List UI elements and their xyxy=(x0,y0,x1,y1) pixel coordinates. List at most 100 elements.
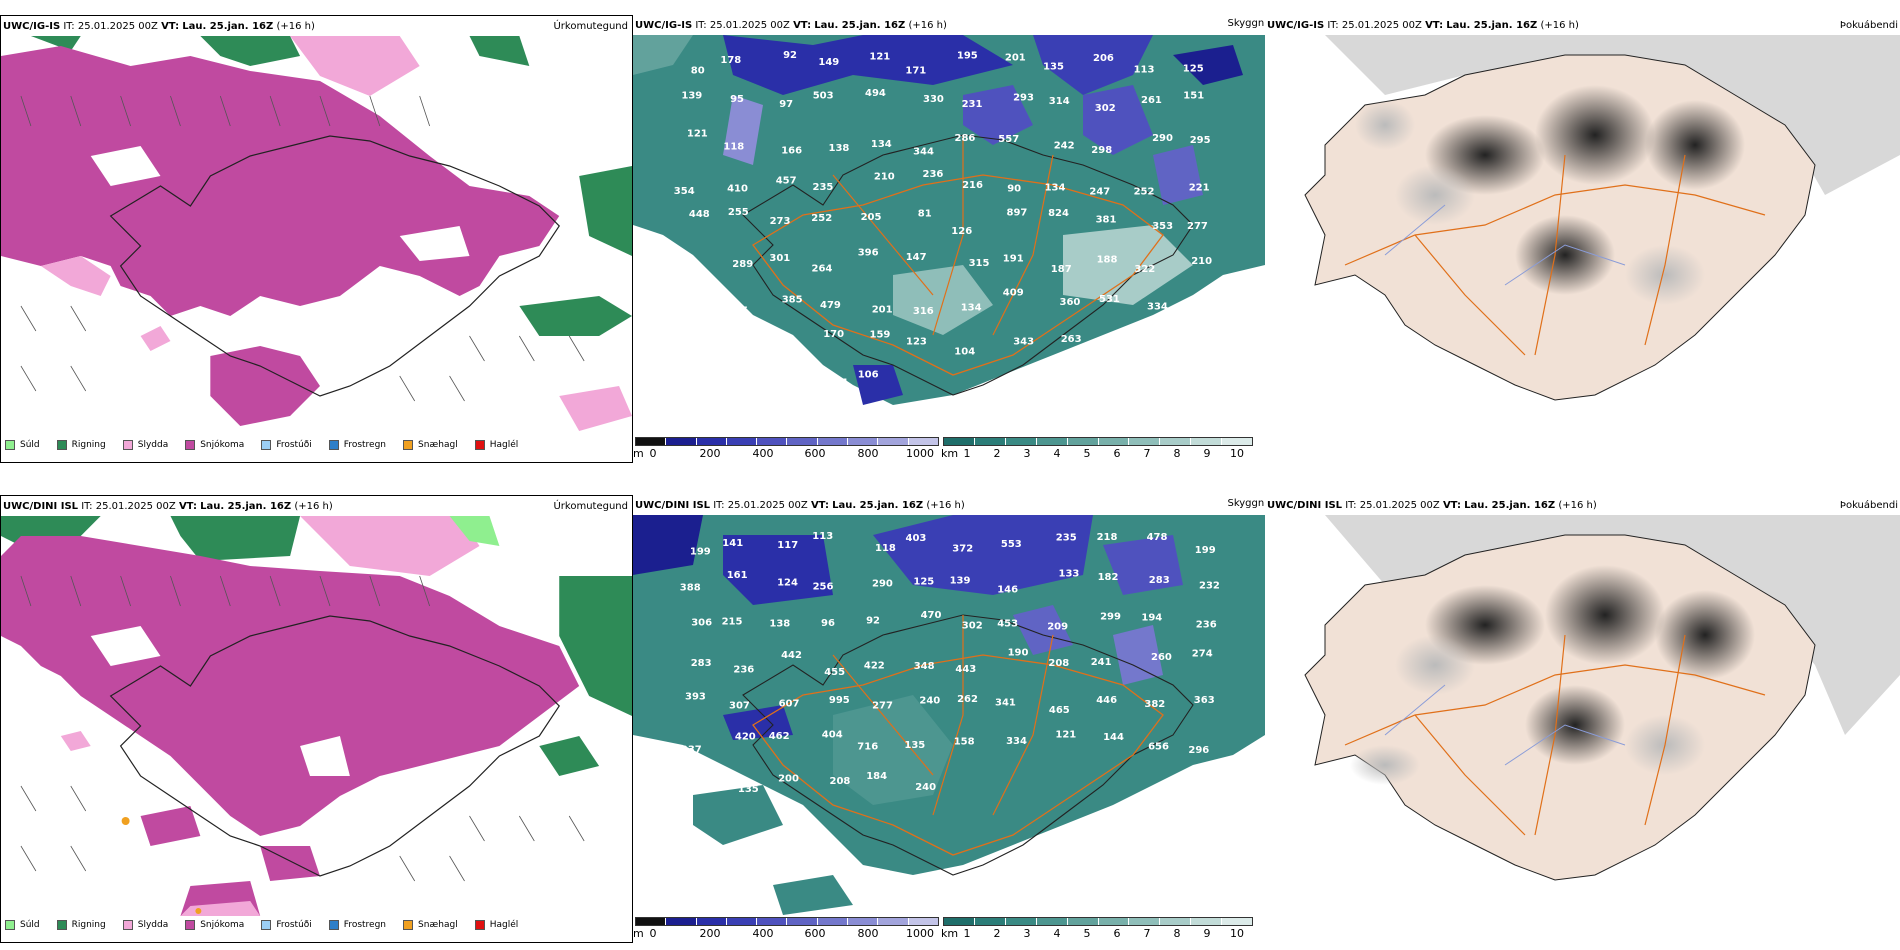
top-precip-panel: UWC/IG-IS IT: 25.01.2025 00Z VT: Lau. 25… xyxy=(0,15,633,463)
cloud-base-label: 255 xyxy=(728,207,749,218)
colorbar-tick: 9 xyxy=(1203,927,1211,940)
colorbar-tick-labels: 0 200 400 600 800 1000 xyxy=(635,447,939,461)
cloud-base-label: 81 xyxy=(918,209,932,220)
cloud-base-label: 190 xyxy=(684,374,705,385)
colorbar-tick: 0 xyxy=(649,447,657,460)
legend-item: Súld xyxy=(5,920,40,930)
model-name: UWC/IG-IS xyxy=(1267,20,1325,31)
vt-value: Lau. 25.jan. 16Z xyxy=(814,20,906,31)
visibility-colorbar: km 1 2 3 4 5 6 7 8 9 10 xyxy=(941,437,1253,460)
colorbar-cell xyxy=(878,918,909,925)
cloud-base-label: 716 xyxy=(857,742,878,753)
cloud-base-label: 656 xyxy=(1148,741,1169,752)
cloud-base-label: 256 xyxy=(813,581,834,592)
colorbar-tick: 8 xyxy=(1173,447,1181,460)
colorbar-cell xyxy=(787,438,818,445)
cloud-base-label: 293 xyxy=(1013,93,1034,104)
cloud-base-label: 341 xyxy=(995,698,1016,709)
cloud-base-label: 302 xyxy=(962,620,983,631)
cloud-base-label: 396 xyxy=(858,247,879,258)
colorbar-cell xyxy=(1067,918,1099,925)
it-value: 25.01.2025 00Z xyxy=(1359,500,1440,511)
cloud-base-label: 134 xyxy=(961,303,982,314)
cloud-base-label: 252 xyxy=(811,213,832,224)
cloud-base-label: 113 xyxy=(1134,65,1155,76)
colorbar-cell xyxy=(944,918,975,925)
cloud-base-label: 277 xyxy=(1187,221,1208,232)
cloud-base-label: 897 xyxy=(1007,208,1028,219)
cloud-base-label: 301 xyxy=(769,253,790,264)
cloud-base-label: 149 xyxy=(818,57,839,68)
it-label: IT: xyxy=(713,500,725,511)
legend-item: Súld xyxy=(5,440,40,450)
colorbar-tick: 8 xyxy=(1173,927,1181,940)
cloud-base-label: 105 xyxy=(735,370,756,381)
colorbar-tick: 3 xyxy=(1023,447,1031,460)
colorbar-tick: 10 xyxy=(1230,927,1244,940)
cloud-base-label: 237 xyxy=(681,744,702,755)
cloud-base-label: 261 xyxy=(1141,95,1162,106)
cloud-base-label: 90 xyxy=(1007,183,1021,194)
cloud-base-label: 557 xyxy=(998,134,1019,145)
it-value: 25.01.2025 00Z xyxy=(1341,20,1422,31)
cloud-base-label: 422 xyxy=(864,660,885,671)
colorbar-tick: 600 xyxy=(804,447,826,460)
legend-item: Haglél xyxy=(474,440,518,450)
vt-label: VT: xyxy=(810,500,829,511)
cloud-base-label: 138 xyxy=(829,143,850,154)
colorbar-tick: 400 xyxy=(752,447,774,460)
vt-label: VT: xyxy=(1442,500,1461,511)
cloud-base-label: 241 xyxy=(1091,657,1112,668)
cloud-base-label: 353 xyxy=(1152,221,1173,232)
panel-title: UWC/IG-IS IT: 25.01.2025 00Z VT: Lau. 25… xyxy=(3,20,315,34)
legend-swatch xyxy=(261,920,272,930)
cloud-base-label: 242 xyxy=(1054,141,1075,152)
cloud-base-label: 286 xyxy=(955,133,976,144)
cloud-base-label: 264 xyxy=(812,264,833,275)
colorbar-tick: 800 xyxy=(857,447,879,460)
colorbar-cell xyxy=(817,918,849,925)
colorbar-tick-labels: 1 2 3 4 5 6 7 8 9 10 xyxy=(943,927,1253,941)
colorbar-cell xyxy=(666,438,697,445)
colorbar-tick: 1 xyxy=(963,927,971,940)
legend-label: Frostúði xyxy=(276,920,312,930)
cloud-base-label: 216 xyxy=(962,180,983,191)
cloud-base-label: 135 xyxy=(1043,62,1064,73)
vt-label: VT: xyxy=(178,501,197,512)
cloud-base-label: 298 xyxy=(1091,145,1112,156)
legend-label: Snjókoma xyxy=(200,440,245,450)
cloud-base-label: 941 xyxy=(828,377,849,388)
legend-swatch xyxy=(185,440,196,450)
cloud-base-label: 240 xyxy=(915,782,936,793)
cloud-base-label: 125 xyxy=(913,577,934,588)
cloud-base-label: 138 xyxy=(769,619,790,630)
cloud-base-label: 218 xyxy=(1097,532,1118,543)
cloud-base-label: 117 xyxy=(777,540,798,551)
cloud-base-label: 135 xyxy=(738,784,759,795)
cloud-base-label: 263 xyxy=(1061,334,1082,345)
colorbar-cell xyxy=(878,438,909,445)
cloud-base-label: 262 xyxy=(957,694,978,705)
colorbar-cells xyxy=(943,437,1253,446)
cloud-base-label: 344 xyxy=(913,147,934,158)
cloud-base-label: 80 xyxy=(691,65,705,76)
cloud-base-label: 96 xyxy=(821,618,835,629)
colorbar-tick: 9 xyxy=(1203,447,1211,460)
cloud-base-label: 208 xyxy=(830,776,851,787)
cloud-base-label: 236 xyxy=(1196,619,1217,630)
cloud-base-label: 607 xyxy=(779,699,800,710)
colorbar-tick: 1000 xyxy=(906,927,934,940)
cloud-base-label: 420 xyxy=(735,732,756,743)
colorbar-tick: 4 xyxy=(1053,927,1061,940)
cloud-base-label: 360 xyxy=(1060,297,1081,308)
cloud-base-label: 366 xyxy=(1137,341,1158,352)
cloud-base-label: 381 xyxy=(1096,214,1117,225)
cloud-base-label: 232 xyxy=(1199,580,1220,591)
legend-swatch xyxy=(328,440,339,450)
legend-swatch xyxy=(403,920,414,930)
cloud-base-label: 388 xyxy=(680,582,701,593)
legend-label: Haglél xyxy=(489,920,519,930)
cloud-base-label: 410 xyxy=(727,183,748,194)
colorbar-cells xyxy=(943,917,1253,926)
legend-swatch xyxy=(261,440,272,450)
